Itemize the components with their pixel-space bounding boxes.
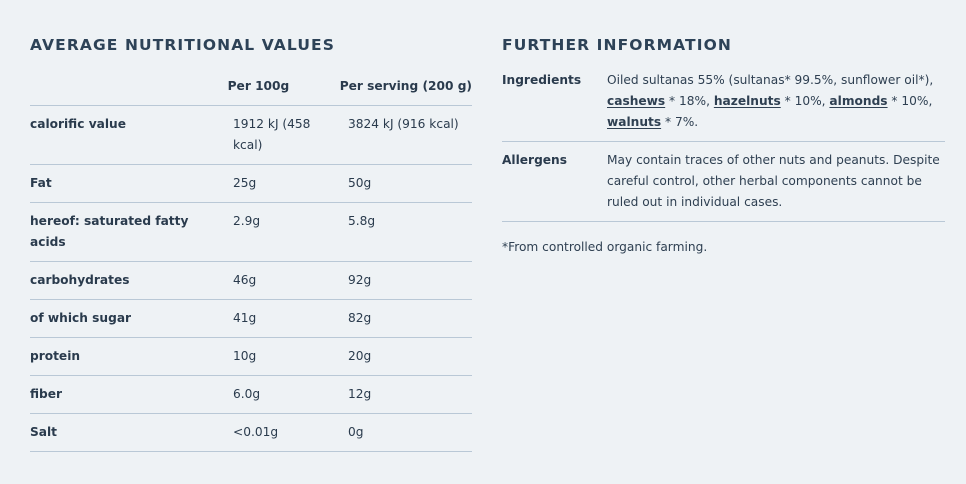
header-per-serving: Per serving (200 g)	[339, 79, 472, 93]
nutrient-name: hereof: saturated fatty acids	[30, 214, 189, 249]
further-info-table: Ingredients Oiled sultanas 55% (sultanas…	[502, 67, 945, 254]
value-per-serving: 12g	[348, 387, 372, 401]
value-per-100g: 1912 kJ (458 kcal)	[233, 117, 311, 152]
organic-footnote: *From controlled organic farming.	[502, 240, 708, 254]
nutrient-name: protein	[30, 349, 81, 363]
value-per-100g: 46g	[233, 273, 257, 287]
value-per-serving: 0g	[348, 425, 364, 439]
allergens-row: Allergens May contain traces of other nu…	[502, 142, 945, 222]
value-per-serving: 3824 kJ (916 kcal)	[348, 117, 459, 131]
ingredients-text-part: * 10%,	[780, 94, 830, 108]
header-per-100g: Per 100g	[227, 79, 290, 93]
ingredients-text-part: * 10%,	[887, 94, 933, 108]
value-per-100g: 25g	[233, 176, 257, 190]
table-row: fiber 6.0g 12g	[30, 376, 472, 414]
table-row: hereof: saturated fatty acids 2.9g 5.8g	[30, 203, 472, 262]
ingredients-text-part: * 7%.	[661, 115, 699, 129]
further-info-title: FURTHER INFORMATION	[502, 36, 732, 54]
value-per-100g: 41g	[233, 311, 257, 325]
value-per-serving: 20g	[348, 349, 372, 363]
table-row: carbohydrates 46g 92g	[30, 262, 472, 300]
table-row: Salt <0.01g 0g	[30, 414, 472, 452]
nutrient-name: of which sugar	[30, 311, 132, 325]
almonds-link[interactable]: almonds	[829, 94, 888, 108]
ingredients-text-part: * 18%,	[665, 94, 714, 108]
value-per-100g: 2.9g	[233, 214, 261, 228]
nutrition-table-header: Per 100g Per serving (200 g)	[30, 67, 472, 106]
ingredients-text: Oiled sultanas 55% (sultanas* 99.5%, sun…	[607, 70, 945, 133]
walnuts-link[interactable]: walnuts	[607, 115, 662, 129]
value-per-100g: 6.0g	[233, 387, 261, 401]
nutrient-name: Salt	[30, 425, 58, 439]
value-per-serving: 50g	[348, 176, 372, 190]
nutrient-name: calorific value	[30, 117, 126, 131]
nutrient-name: carbohydrates	[30, 273, 130, 287]
allergens-text: May contain traces of other nuts and pea…	[607, 153, 940, 209]
value-per-serving: 5.8g	[348, 214, 376, 228]
table-row: protein 10g 20g	[30, 338, 472, 376]
nutrient-name: Fat	[30, 176, 52, 190]
ingredients-label: Ingredients	[502, 73, 582, 87]
value-per-serving: 92g	[348, 273, 372, 287]
hazelnuts-link[interactable]: hazelnuts	[713, 94, 781, 108]
ingredients-text-part: Oiled sultanas 55% (sultanas* 99.5%, sun…	[607, 73, 934, 87]
value-per-100g: <0.01g	[233, 425, 279, 439]
nutrition-title: AVERAGE NUTRITIONAL VALUES	[30, 36, 335, 54]
table-row: Fat 25g 50g	[30, 165, 472, 203]
nutrient-name: fiber	[30, 387, 63, 401]
nutrition-table: Per 100g Per serving (200 g) calorific v…	[30, 67, 472, 452]
allergens-label: Allergens	[502, 153, 567, 167]
value-per-serving: 82g	[348, 311, 372, 325]
value-per-100g: 10g	[233, 349, 257, 363]
table-row: of which sugar 41g 82g	[30, 300, 472, 338]
cashews-link[interactable]: cashews	[607, 94, 666, 108]
ingredients-row: Ingredients Oiled sultanas 55% (sultanas…	[502, 67, 945, 142]
table-row: calorific value 1912 kJ (458 kcal) 3824 …	[30, 106, 472, 165]
